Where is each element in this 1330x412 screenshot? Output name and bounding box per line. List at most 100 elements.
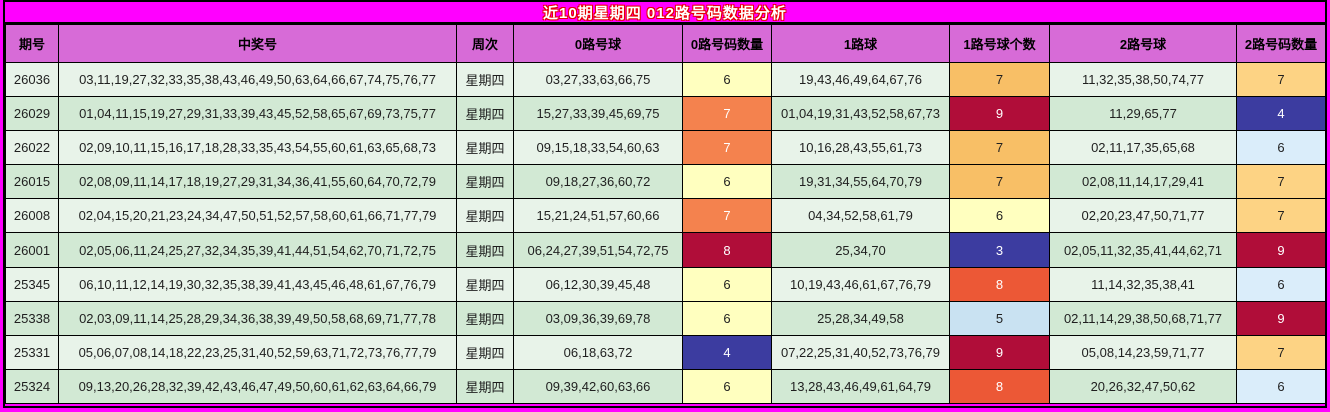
road2-count-cell: 9 xyxy=(1236,232,1326,268)
road2-count-cell: 6 xyxy=(1236,266,1326,302)
road2-balls-cell: 11,14,32,35,38,41 xyxy=(1049,266,1237,302)
road2-balls-cell: 02,05,11,32,35,41,44,62,71 xyxy=(1049,232,1237,268)
road1-balls-cell: 19,43,46,49,64,67,76 xyxy=(771,61,950,98)
road2-balls-cell: 02,08,11,14,17,29,41 xyxy=(1049,164,1237,200)
week-cell: 星期四 xyxy=(456,300,514,336)
table-row: 26008 02,04,15,20,21,23,24,34,47,50,51,52… xyxy=(5,198,1326,234)
road1-balls-cell: 25,34,70 xyxy=(771,232,950,268)
table-row: 26015 02,08,09,11,14,17,18,19,27,29,31,34… xyxy=(5,164,1326,200)
period-cell: 26029 xyxy=(5,96,59,132)
road2-balls-cell: 05,08,14,23,59,71,77 xyxy=(1049,334,1237,370)
table-row: 25338 02,03,09,11,14,25,28,29,34,36,38,39… xyxy=(5,300,1326,336)
road0-count-cell: 8 xyxy=(682,232,772,268)
column-header-period: 期号 xyxy=(5,24,59,63)
road1-count-cell: 8 xyxy=(949,368,1050,405)
road1-count-cell: 3 xyxy=(949,232,1050,268)
week-cell: 星期四 xyxy=(456,164,514,200)
road1-balls-cell: 10,19,43,46,61,67,76,79 xyxy=(771,266,950,302)
table-header: 期号 中奖号 周次 0路号球 0路号码数量 1路球 1路号球个数 2路号球 2路号码数量 xyxy=(5,24,1326,63)
road0-count-cell: 6 xyxy=(682,61,772,98)
road1-balls-cell: 10,16,28,43,55,61,73 xyxy=(771,130,950,166)
road0-count-cell: 7 xyxy=(682,198,772,234)
column-header-r1: 1路球 xyxy=(771,24,950,63)
period-cell: 26001 xyxy=(5,232,59,268)
road0-balls-cell: 06,12,30,39,45,48 xyxy=(513,266,683,302)
road1-balls-cell: 04,34,52,58,61,79 xyxy=(771,198,950,234)
road0-balls-cell: 09,39,42,60,63,66 xyxy=(513,368,683,405)
table-row: 26036 03,11,19,27,32,33,35,38,43,46,49,50… xyxy=(5,61,1326,98)
winning-numbers-cell: 02,05,06,11,24,25,27,32,34,35,39,41,44,5… xyxy=(58,232,457,268)
analysis-panel: 近10期星期四 012路号码数据分析 期号 中奖号 周次 0路号球 0路号码数量 1路球 1… xyxy=(3,0,1327,408)
header-row: 期号 中奖号 周次 0路号球 0路号码数量 1路球 1路号球个数 2路号球 2路号码数量 xyxy=(5,24,1326,63)
column-header-c2: 2路号码数量 xyxy=(1236,24,1326,63)
page-title: 近10期星期四 012路号码数据分析 xyxy=(543,4,787,22)
winning-numbers-cell: 03,11,19,27,32,33,35,38,43,46,49,50,63,6… xyxy=(58,61,457,98)
week-cell: 星期四 xyxy=(456,334,514,370)
road0-count-cell: 7 xyxy=(682,130,772,166)
road0-balls-cell: 15,27,33,39,45,69,75 xyxy=(513,96,683,132)
winning-numbers-cell: 09,13,20,26,28,32,39,42,43,46,47,49,50,6… xyxy=(58,368,457,405)
road1-count-cell: 8 xyxy=(949,266,1050,302)
table-row: 26029 01,04,11,15,19,27,29,31,33,39,43,45… xyxy=(5,96,1326,132)
week-cell: 星期四 xyxy=(456,130,514,166)
winning-numbers-cell: 02,09,10,11,15,16,17,18,28,33,35,43,54,5… xyxy=(58,130,457,166)
period-cell: 25331 xyxy=(5,334,59,370)
table-body: 26036 03,11,19,27,32,33,35,38,43,46,49,50… xyxy=(5,61,1326,405)
road2-balls-cell: 02,20,23,47,50,71,77 xyxy=(1049,198,1237,234)
column-header-week: 周次 xyxy=(456,24,514,63)
winning-numbers-cell: 01,04,11,15,19,27,29,31,33,39,43,45,52,5… xyxy=(58,96,457,132)
table-row: 25345 06,10,11,12,14,19,30,32,35,38,39,41… xyxy=(5,266,1326,302)
road2-count-cell: 9 xyxy=(1236,300,1326,336)
road0-balls-cell: 03,09,36,39,69,78 xyxy=(513,300,683,336)
analysis-table: 期号 中奖号 周次 0路号球 0路号码数量 1路球 1路号球个数 2路号球 2路号码数量 260… xyxy=(5,24,1326,405)
road2-balls-cell: 11,32,35,38,50,74,77 xyxy=(1049,61,1237,98)
road0-count-cell: 7 xyxy=(682,96,772,132)
week-cell: 星期四 xyxy=(456,96,514,132)
period-cell: 26036 xyxy=(5,61,59,98)
road0-count-cell: 6 xyxy=(682,164,772,200)
road1-count-cell: 5 xyxy=(949,300,1050,336)
road2-count-cell: 7 xyxy=(1236,164,1326,200)
road1-balls-cell: 07,22,25,31,40,52,73,76,79 xyxy=(771,334,950,370)
week-cell: 星期四 xyxy=(456,266,514,302)
period-cell: 26022 xyxy=(5,130,59,166)
week-cell: 星期四 xyxy=(456,198,514,234)
road0-balls-cell: 09,18,27,36,60,72 xyxy=(513,164,683,200)
road2-count-cell: 7 xyxy=(1236,334,1326,370)
road1-balls-cell: 01,04,19,31,43,52,58,67,73 xyxy=(771,96,950,132)
road2-balls-cell: 02,11,14,29,38,50,68,71,77 xyxy=(1049,300,1237,336)
column-header-c0: 0路号码数量 xyxy=(682,24,772,63)
period-cell: 26008 xyxy=(5,198,59,234)
road0-count-cell: 6 xyxy=(682,300,772,336)
road1-balls-cell: 19,31,34,55,64,70,79 xyxy=(771,164,950,200)
road1-count-cell: 7 xyxy=(949,61,1050,98)
road2-balls-cell: 11,29,65,77 xyxy=(1049,96,1237,132)
column-header-r2: 2路号球 xyxy=(1049,24,1237,63)
road2-count-cell: 6 xyxy=(1236,130,1326,166)
table-row: 26001 02,05,06,11,24,25,27,32,34,35,39,41… xyxy=(5,232,1326,268)
road1-count-cell: 7 xyxy=(949,130,1050,166)
table-row: 25331 05,06,07,08,14,18,22,23,25,31,40,52… xyxy=(5,334,1326,370)
period-cell: 26015 xyxy=(5,164,59,200)
road2-count-cell: 4 xyxy=(1236,96,1326,132)
week-cell: 星期四 xyxy=(456,368,514,405)
road1-count-cell: 7 xyxy=(949,164,1050,200)
road0-balls-cell: 06,18,63,72 xyxy=(513,334,683,370)
road2-count-cell: 6 xyxy=(1236,368,1326,405)
road1-balls-cell: 13,28,43,46,49,61,64,79 xyxy=(771,368,950,405)
road1-count-cell: 6 xyxy=(949,198,1050,234)
road0-balls-cell: 06,24,27,39,51,54,72,75 xyxy=(513,232,683,268)
period-cell: 25338 xyxy=(5,300,59,336)
road2-count-cell: 7 xyxy=(1236,198,1326,234)
column-header-r0: 0路号球 xyxy=(513,24,683,63)
week-cell: 星期四 xyxy=(456,61,514,98)
road0-balls-cell: 03,27,33,63,66,75 xyxy=(513,61,683,98)
road2-balls-cell: 02,11,17,35,65,68 xyxy=(1049,130,1237,166)
period-cell: 25324 xyxy=(5,368,59,405)
winning-numbers-cell: 02,08,09,11,14,17,18,19,27,29,31,34,36,4… xyxy=(58,164,457,200)
road0-balls-cell: 15,21,24,51,57,60,66 xyxy=(513,198,683,234)
week-cell: 星期四 xyxy=(456,232,514,268)
winning-numbers-cell: 02,04,15,20,21,23,24,34,47,50,51,52,57,5… xyxy=(58,198,457,234)
winning-numbers-cell: 06,10,11,12,14,19,30,32,35,38,39,41,43,4… xyxy=(58,266,457,302)
road0-count-cell: 6 xyxy=(682,368,772,405)
